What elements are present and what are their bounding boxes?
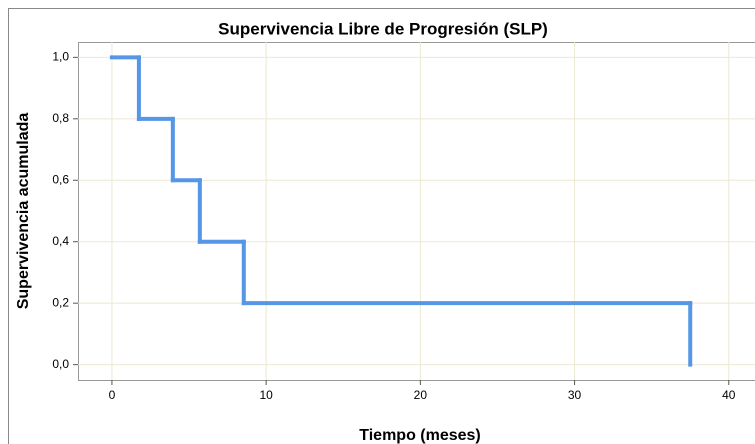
y-tick-label: 1,0: [52, 50, 69, 64]
x-tick-label: 20: [414, 388, 428, 402]
y-tick-label: 0,2: [52, 295, 69, 309]
x-tick-label: 40: [722, 388, 736, 402]
y-axis-label: Supervivencia acumulada: [15, 113, 32, 310]
x-tick-label: 30: [568, 388, 582, 402]
y-tick-label: 0,4: [52, 234, 69, 248]
x-tick-label: 10: [259, 388, 273, 402]
x-axis-label: Tiempo (meses): [359, 427, 481, 444]
y-tick-label: 0,8: [52, 111, 69, 125]
x-tick-label: 0: [109, 388, 116, 402]
chart-title: Supervivencia Libre de Progresión (SLP): [218, 19, 548, 38]
plot-frame: [78, 42, 755, 381]
y-tick-label: 0,6: [52, 172, 69, 186]
y-tick-label: 0,0: [52, 357, 69, 371]
